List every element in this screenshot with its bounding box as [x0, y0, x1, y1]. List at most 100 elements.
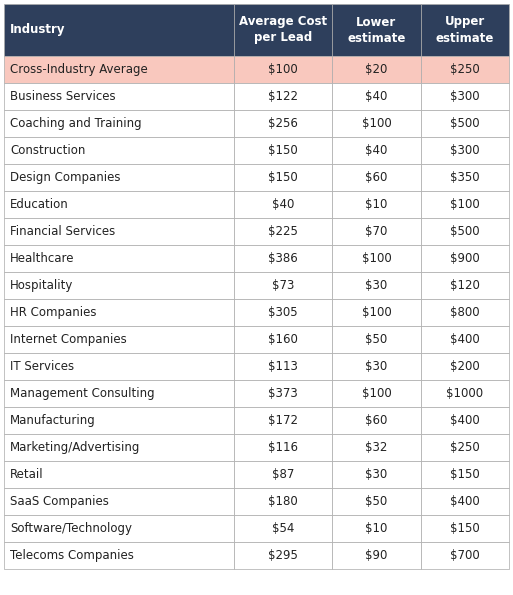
Text: $120: $120: [450, 279, 480, 292]
Bar: [332, 83, 421, 110]
Bar: [421, 299, 509, 326]
Bar: [332, 488, 421, 515]
Bar: [332, 191, 421, 218]
Text: HR Companies: HR Companies: [10, 306, 96, 319]
Bar: [234, 164, 332, 191]
Bar: [4, 191, 234, 218]
Text: $180: $180: [268, 495, 298, 508]
Text: $800: $800: [450, 306, 480, 319]
Text: Construction: Construction: [10, 144, 85, 157]
Bar: [4, 272, 234, 299]
Text: $250: $250: [450, 441, 480, 454]
Text: $900: $900: [450, 252, 480, 265]
Bar: [4, 461, 234, 488]
Text: Upper
estimate: Upper estimate: [436, 15, 494, 45]
Text: Average Cost
per Lead: Average Cost per Lead: [239, 15, 327, 45]
Bar: [332, 353, 421, 380]
Text: $54: $54: [272, 522, 294, 535]
Text: $500: $500: [450, 117, 480, 130]
Text: $87: $87: [272, 468, 294, 481]
Text: $122: $122: [268, 90, 298, 103]
Text: $100: $100: [268, 63, 298, 76]
Bar: [234, 407, 332, 434]
Text: $90: $90: [365, 549, 388, 562]
Bar: [421, 461, 509, 488]
Bar: [4, 542, 234, 569]
Text: $10: $10: [365, 522, 388, 535]
Bar: [332, 164, 421, 191]
Bar: [234, 542, 332, 569]
Bar: [421, 110, 509, 137]
Text: $100: $100: [362, 252, 391, 265]
Text: Software/Technology: Software/Technology: [10, 522, 132, 535]
Text: $30: $30: [365, 360, 387, 373]
Bar: [234, 4, 332, 56]
Text: $373: $373: [268, 387, 298, 400]
Bar: [332, 326, 421, 353]
Bar: [4, 299, 234, 326]
Text: $40: $40: [365, 90, 388, 103]
Bar: [4, 83, 234, 110]
Bar: [332, 434, 421, 461]
Text: $40: $40: [272, 198, 294, 211]
Text: Hospitality: Hospitality: [10, 279, 73, 292]
Text: $60: $60: [365, 171, 388, 184]
Text: Education: Education: [10, 198, 69, 211]
Text: $500: $500: [450, 225, 480, 238]
Text: $200: $200: [450, 360, 480, 373]
Bar: [234, 434, 332, 461]
Bar: [421, 326, 509, 353]
Text: Business Services: Business Services: [10, 90, 115, 103]
Text: $1000: $1000: [446, 387, 483, 400]
Bar: [4, 56, 234, 83]
Text: $116: $116: [268, 441, 298, 454]
Text: Management Consulting: Management Consulting: [10, 387, 154, 400]
Text: $30: $30: [365, 279, 387, 292]
Text: Cross-Industry Average: Cross-Industry Average: [10, 63, 148, 76]
Text: $350: $350: [450, 171, 480, 184]
Bar: [4, 380, 234, 407]
Bar: [4, 245, 234, 272]
Text: Manufacturing: Manufacturing: [10, 414, 96, 427]
Bar: [421, 272, 509, 299]
Bar: [332, 407, 421, 434]
Bar: [234, 83, 332, 110]
Bar: [234, 245, 332, 272]
Text: $50: $50: [365, 495, 387, 508]
Text: Financial Services: Financial Services: [10, 225, 115, 238]
Text: $225: $225: [268, 225, 298, 238]
Bar: [421, 164, 509, 191]
Bar: [234, 299, 332, 326]
Bar: [421, 56, 509, 83]
Text: Lower
estimate: Lower estimate: [347, 15, 406, 45]
Bar: [234, 110, 332, 137]
Bar: [4, 488, 234, 515]
Bar: [332, 272, 421, 299]
Text: $100: $100: [450, 198, 480, 211]
Bar: [421, 353, 509, 380]
Bar: [421, 191, 509, 218]
Text: $100: $100: [362, 387, 391, 400]
Bar: [421, 515, 509, 542]
Text: $10: $10: [365, 198, 388, 211]
Text: $300: $300: [450, 144, 480, 157]
Text: $400: $400: [450, 495, 480, 508]
Bar: [4, 515, 234, 542]
Text: $305: $305: [268, 306, 298, 319]
Bar: [332, 380, 421, 407]
Text: SaaS Companies: SaaS Companies: [10, 495, 109, 508]
Bar: [332, 461, 421, 488]
Bar: [332, 245, 421, 272]
Text: $150: $150: [268, 171, 298, 184]
Bar: [4, 110, 234, 137]
Bar: [4, 164, 234, 191]
Text: $100: $100: [362, 117, 391, 130]
Text: Marketing/Advertising: Marketing/Advertising: [10, 441, 141, 454]
Text: $70: $70: [365, 225, 388, 238]
Bar: [421, 407, 509, 434]
Text: $113: $113: [268, 360, 298, 373]
Text: $400: $400: [450, 333, 480, 346]
Text: IT Services: IT Services: [10, 360, 74, 373]
Bar: [234, 191, 332, 218]
Text: Coaching and Training: Coaching and Training: [10, 117, 142, 130]
